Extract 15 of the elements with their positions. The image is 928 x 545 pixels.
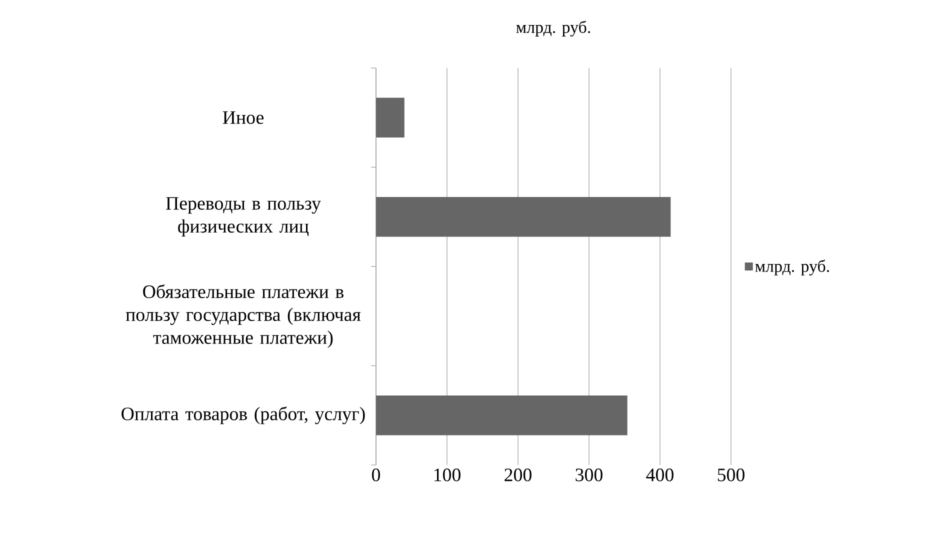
y-tick-label: Переводы в пользу физических лиц [166, 197, 321, 237]
bar [376, 396, 628, 436]
bar [376, 197, 671, 237]
y-tick-label: Обязательные платежи в пользу государства (включая таможенные платежи) [126, 284, 361, 348]
x-tick-label: 200 [504, 468, 532, 482]
x-tick-label: 100 [434, 468, 460, 482]
bar [376, 98, 404, 138]
x-tick-label: 0 [372, 468, 380, 482]
legend-label: млрд. руб. [755, 260, 829, 276]
chart-title: млрд. руб. [516, 20, 590, 36]
x-tick-label: 300 [576, 468, 602, 482]
x-tick-label: 400 [646, 468, 674, 482]
x-tick-label: 500 [718, 468, 744, 482]
y-tick-label: Оплата товаров (работ, услуг) [122, 406, 365, 424]
y-tick-label: Иное [222, 111, 264, 124]
